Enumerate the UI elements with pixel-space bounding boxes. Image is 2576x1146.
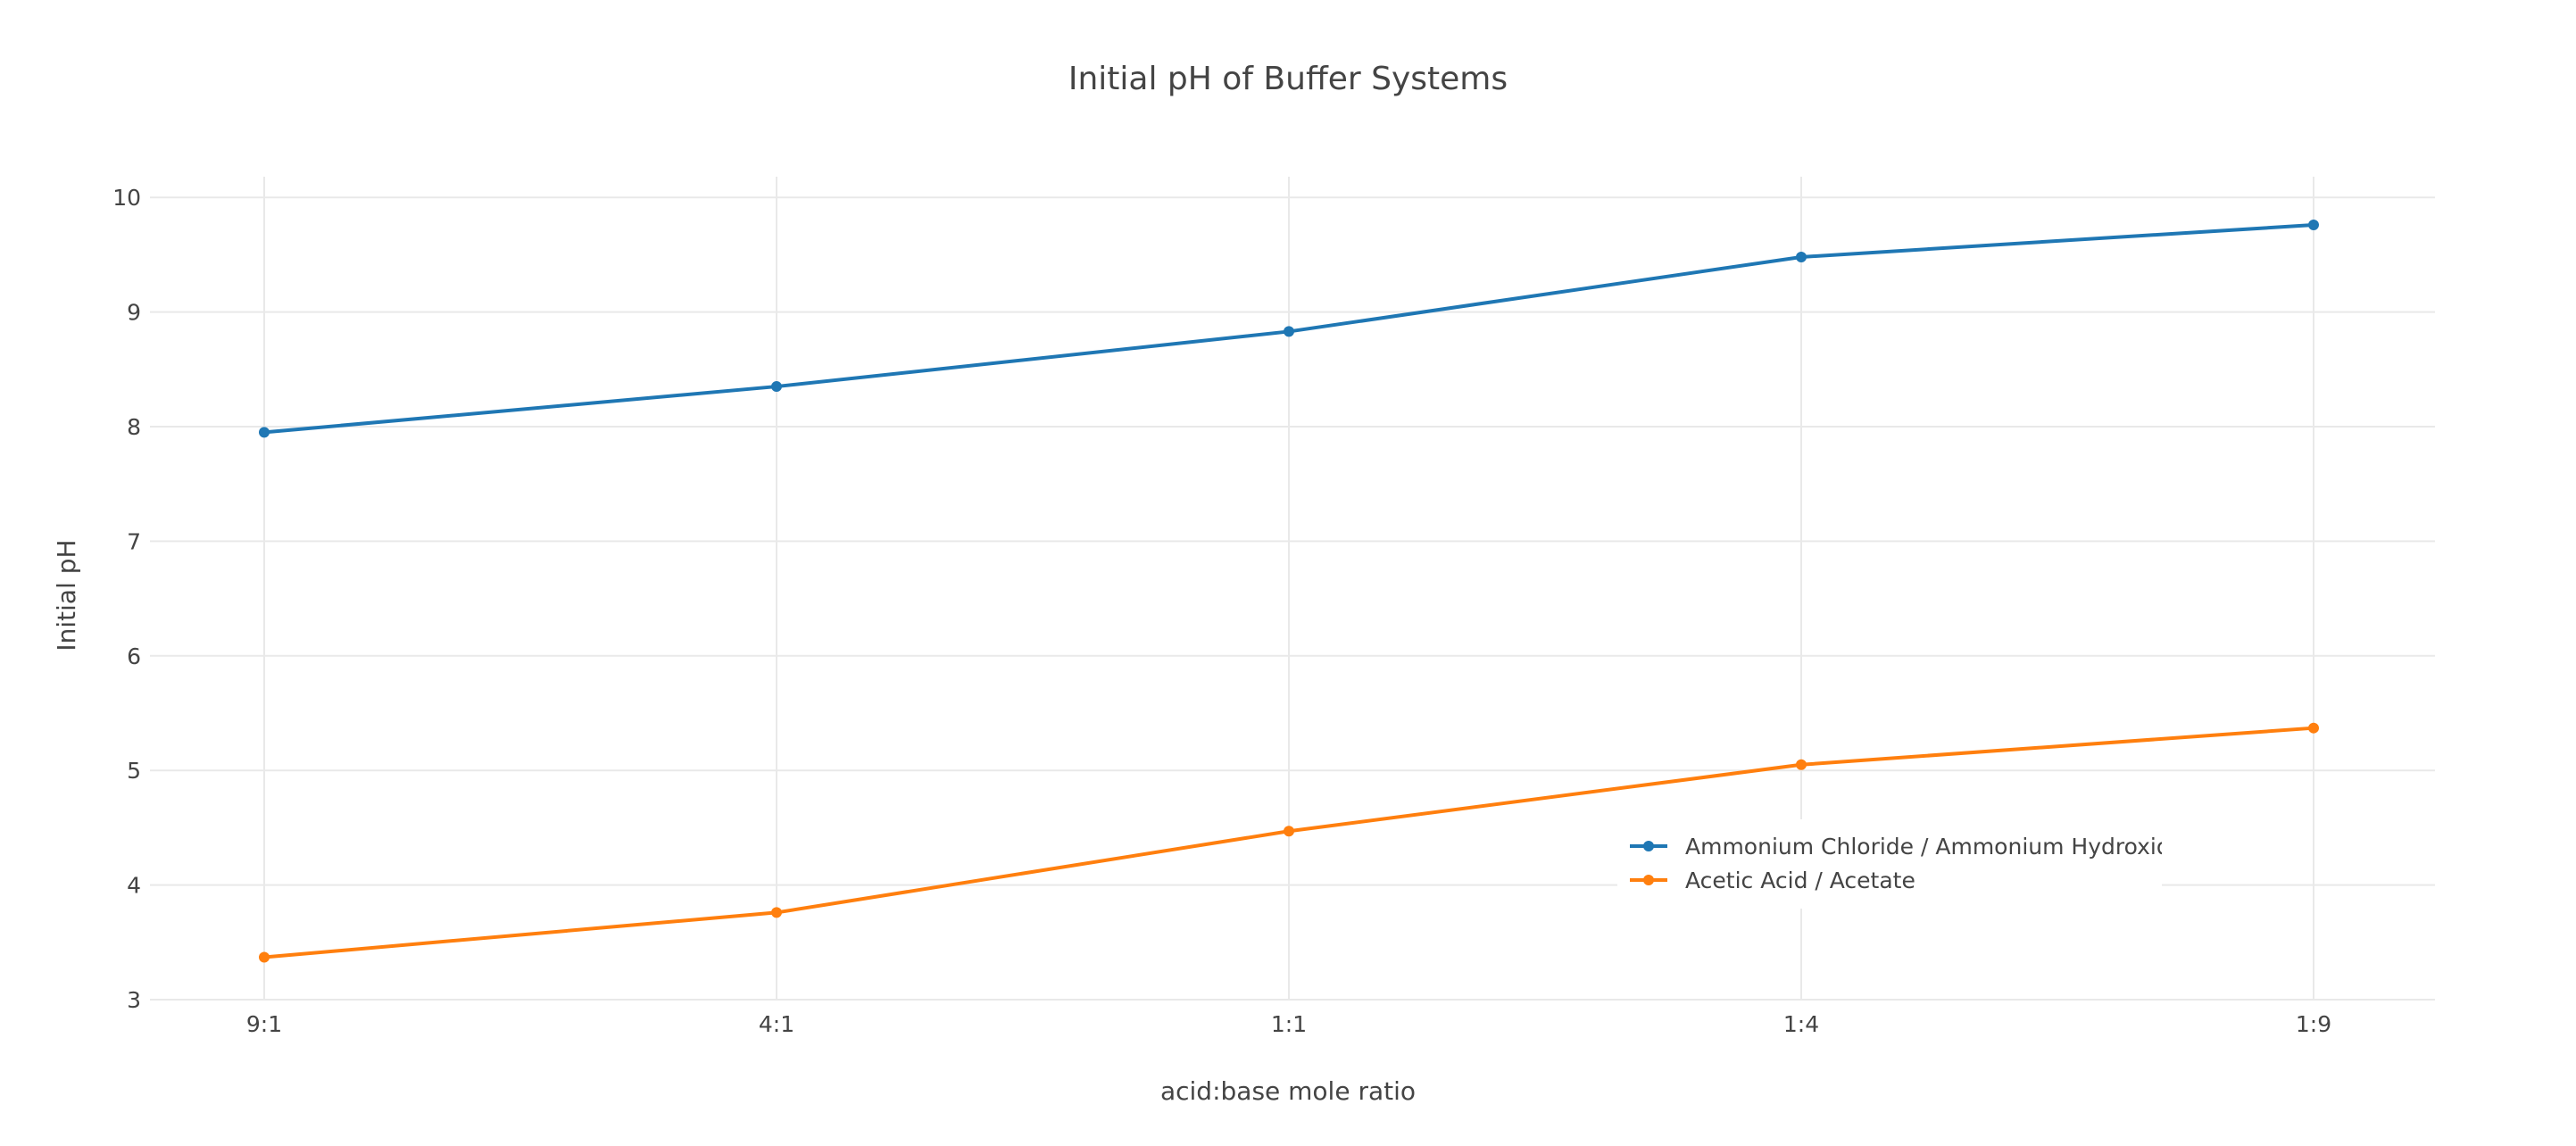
x-tick-label: 1:4 [1783,1011,1819,1037]
chart-title: Initial pH of Buffer Systems [1068,61,1508,97]
y-tick-label: 5 [127,758,141,784]
data-point[interactable] [1796,759,1807,770]
y-axis-label: Initial pH [52,539,81,651]
legend-background [1617,819,2162,909]
data-point[interactable] [771,907,782,918]
x-tick-label: 9:1 [246,1011,282,1037]
data-point[interactable] [259,951,270,963]
legend-label: Ammonium Chloride / Ammonium Hydroxide [1685,834,2184,860]
x-tick-label: 1:9 [2296,1011,2331,1037]
x-tick-label: 4:1 [759,1011,794,1037]
y-tick-label: 4 [127,873,141,899]
y-tick-label: 3 [127,987,141,1013]
y-tick-label: 10 [112,185,141,211]
data-point[interactable] [2308,722,2319,734]
x-tick-labels: 9:1 4:1 1:1 1:4 1:9 [246,1011,2331,1037]
y-tick-label: 8 [127,414,141,440]
legend: Ammonium Chloride / Ammonium Hydroxide A… [1617,819,2184,909]
legend-label: Acetic Acid / Acetate [1685,868,1915,893]
legend-item[interactable]: Ammonium Chloride / Ammonium Hydroxide [1630,834,2184,860]
y-tick-label: 7 [127,528,141,554]
legend-item[interactable]: Acetic Acid / Acetate [1630,868,1915,893]
y-tick-label: 6 [127,644,141,669]
y-tick-labels: 3 4 5 6 7 8 9 10 [112,185,141,1013]
gridlines [150,177,2435,1001]
data-point[interactable] [771,381,782,393]
data-point[interactable] [1796,251,1807,262]
x-tick-label: 1:1 [1271,1011,1307,1037]
y-tick-label: 9 [127,300,141,326]
x-axis-label: acid:base mole ratio [1160,1076,1416,1106]
data-point[interactable] [2308,220,2319,231]
series-0 [259,220,2319,438]
data-point[interactable] [1284,326,1294,337]
series-1 [259,722,2319,963]
legend-swatch-marker [1643,841,1654,851]
data-point[interactable] [1284,826,1294,837]
legend-swatch-marker [1643,875,1654,885]
series-layer [259,220,2319,963]
data-point[interactable] [259,427,270,438]
